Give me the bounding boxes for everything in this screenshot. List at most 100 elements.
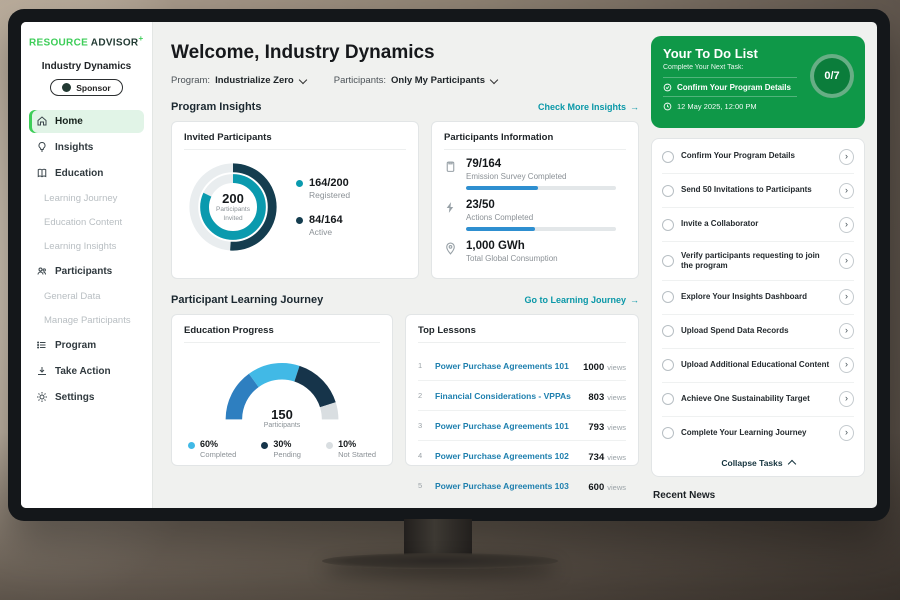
learning-journey-header: Participant Learning Journey Go to Learn…	[171, 294, 639, 306]
stat-value: 1,000 GWh	[466, 240, 525, 252]
task-row: Send 50 Invitations to Participants ›	[662, 174, 854, 208]
check-more-insights-link[interactable]: Check More Insights →	[538, 102, 639, 112]
legend-item-active: 84/164 Active	[296, 214, 350, 237]
sidebar-item-home[interactable]: Home	[29, 109, 144, 133]
task-checkbox[interactable]	[662, 291, 674, 304]
sidebar-item-education-content[interactable]: Education Content	[29, 212, 144, 233]
views-suffix: views	[607, 422, 626, 432]
sidebar-item-insights[interactable]: Insights	[29, 136, 144, 159]
task-checkbox[interactable]	[662, 150, 674, 163]
clock-icon	[663, 102, 672, 111]
chevron-right-icon[interactable]: ›	[839, 216, 854, 233]
progress-fill	[466, 227, 535, 231]
sponsor-label: Sponsor	[76, 82, 111, 93]
lesson-views: 734	[588, 451, 605, 463]
views-suffix: views	[607, 452, 626, 462]
card-title: Invited Participants	[184, 132, 406, 150]
sidebar-item-learning-journey[interactable]: Learning Journey	[29, 188, 144, 209]
task-checkbox[interactable]	[662, 325, 674, 338]
donut-center-label: Participants Invited	[216, 206, 250, 222]
chevron-right-icon[interactable]: ›	[839, 425, 854, 442]
people-icon	[36, 265, 48, 277]
gear-icon	[36, 391, 48, 403]
legend-dot	[296, 180, 303, 187]
sidebar-item-label: Settings	[55, 391, 95, 403]
program-insights-header: Program Insights Check More Insights →	[171, 101, 639, 113]
arrow-right-icon: →	[630, 102, 639, 112]
next-task-time: 12 May 2025, 12:00 PM	[677, 102, 757, 111]
task-label: Send 50 Invitations to Participants	[681, 185, 812, 195]
chevron-right-icon[interactable]: ›	[839, 148, 854, 165]
program-filter-value: Industrialize Zero	[215, 75, 294, 86]
clipboard-icon	[444, 160, 457, 173]
card-title: Education Progress	[184, 325, 380, 343]
donut-legend: 164/200 Registered 84/164 Active	[296, 177, 350, 237]
lesson-link[interactable]: Power Purchase Agreements 102	[435, 450, 569, 461]
sidebar-item-general-data[interactable]: General Data	[29, 286, 144, 307]
gauge-legend: 60% Completed 30% Pending	[184, 439, 380, 459]
sidebar-item-learning-insights[interactable]: Learning Insights	[29, 236, 144, 257]
lesson-link[interactable]: Power Purchase Agreements 101	[435, 420, 569, 431]
sidebar-item-participants[interactable]: Participants	[29, 260, 144, 283]
chevron-right-icon[interactable]: ›	[839, 182, 854, 199]
sidebar-item-take-action[interactable]: Take Action	[29, 360, 144, 383]
task-checkbox[interactable]	[662, 359, 674, 372]
lesson-link[interactable]: Power Purchase Agreements 101	[435, 360, 569, 371]
sidebar-item-program[interactable]: Program	[29, 334, 144, 357]
legend-item-pending: 30% Pending	[261, 439, 301, 459]
task-checkbox[interactable]	[662, 254, 674, 267]
legend-label: Registered	[309, 190, 351, 200]
lesson-rank: 3	[418, 421, 423, 430]
sidebar-item-label: Education	[55, 167, 104, 179]
collapse-label: Collapse Tasks	[721, 457, 783, 468]
top-lessons-card: Top Lessons 1 Power Purchase Agreements …	[405, 314, 639, 493]
download-arrow-icon	[36, 365, 48, 377]
views-suffix: views	[607, 362, 626, 372]
task-label: Complete Your Learning Journey	[681, 428, 807, 438]
lesson-views: 600	[588, 481, 605, 493]
chevron-right-icon[interactable]: ›	[839, 252, 854, 269]
monitor-stand-base	[322, 553, 558, 569]
task-checkbox[interactable]	[662, 427, 674, 440]
stat-global-consumption: 1,000 GWh Total Global Consumption	[444, 240, 626, 268]
sidebar-item-label: Education Content	[44, 216, 123, 228]
legend-dot	[188, 442, 195, 449]
program-dropdown[interactable]: Program: Industrialize Zero	[171, 75, 307, 86]
sidebar-item-settings[interactable]: Settings	[29, 386, 144, 409]
stat-emission-survey: 79/164 Emission Survey Completed	[444, 158, 626, 190]
education-progress-gauge: 150 Participants	[216, 351, 348, 429]
recent-news-header: Recent News	[651, 487, 865, 508]
lesson-link[interactable]: Financial Considerations - VPPAs	[435, 390, 571, 401]
task-checkbox[interactable]	[662, 184, 674, 197]
participants-dropdown[interactable]: Participants: Only My Participants	[334, 75, 499, 86]
chevron-right-icon[interactable]: ›	[839, 289, 854, 306]
chevron-right-icon[interactable]: ›	[839, 357, 854, 374]
chevron-down-icon	[489, 75, 499, 84]
chevron-right-icon[interactable]: ›	[839, 323, 854, 340]
legend-dot	[326, 442, 334, 449]
task-checkbox[interactable]	[662, 218, 674, 231]
next-task-row[interactable]: Confirm Your Program Details	[663, 77, 797, 97]
lesson-link[interactable]: Power Purchase Agreements 103	[435, 480, 569, 491]
monitor-stand-neck	[404, 519, 472, 559]
sponsor-badge[interactable]: Sponsor	[50, 79, 123, 97]
task-label: Confirm Your Program Details	[681, 151, 795, 161]
task-checkbox[interactable]	[662, 393, 674, 406]
task-row: Upload Additional Educational Content ›	[662, 349, 854, 383]
task-row: Explore Your Insights Dashboard ›	[662, 281, 854, 315]
sidebar-item-education[interactable]: Education	[29, 162, 144, 185]
collapse-tasks-button[interactable]: Collapse Tasks	[662, 450, 854, 471]
lesson-row: 2 Financial Considerations - VPPAs 803 vi…	[418, 381, 626, 411]
legend-label: Pending	[273, 450, 301, 459]
education-progress-card: Education Progress 150 Participants	[171, 314, 393, 466]
progress-fill	[466, 186, 538, 190]
legend-item-completed: 60% Completed	[188, 439, 236, 459]
chevron-right-icon[interactable]: ›	[839, 391, 854, 408]
stat-label: Emission Survey Completed	[466, 172, 567, 181]
go-to-learning-journey-link[interactable]: Go to Learning Journey →	[524, 295, 639, 305]
todo-hero-card: Your To Do List Complete Your Next Task:…	[651, 36, 865, 128]
task-label: Invite a Collaborator	[681, 219, 759, 229]
legend-value: 10%	[338, 439, 357, 449]
sidebar-item-manage-participants[interactable]: Manage Participants	[29, 310, 144, 331]
task-row: Confirm Your Program Details ›	[662, 140, 854, 174]
